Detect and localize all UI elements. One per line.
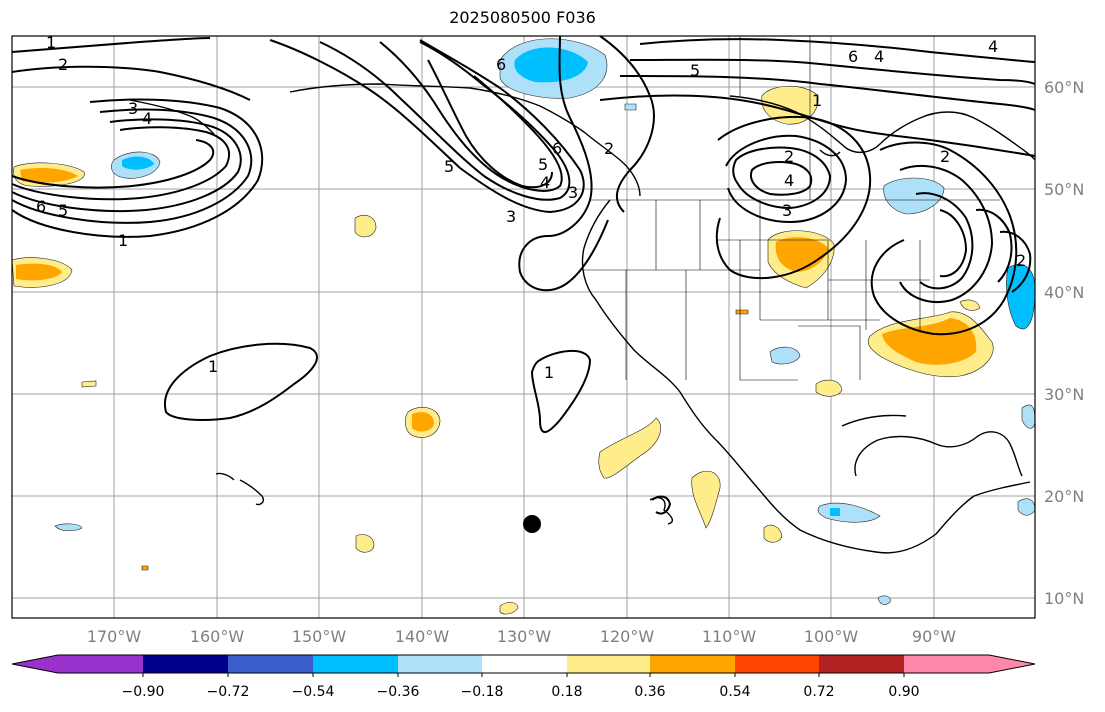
- colorbar-swatch: [735, 655, 819, 673]
- colorbar: −0.90 −0.72 −0.54 −0.36 −0.18 0.18 0.36 …: [11, 654, 1036, 700]
- map-frame: [11, 35, 1036, 619]
- lon-label: 110°W: [702, 627, 757, 646]
- lat-label: 30°N: [1044, 385, 1084, 404]
- latitude-labels: 60°N 50°N 40°N 30°N 20°N 10°N: [1044, 78, 1084, 608]
- colorbar-extend-max: [989, 655, 1035, 673]
- contour-label: 3: [782, 201, 792, 220]
- contour-label: 1: [208, 357, 218, 376]
- contour-label: 5: [58, 201, 68, 220]
- contour-label: 2: [604, 139, 614, 158]
- colorbar-tick-label: −0.54: [292, 684, 335, 700]
- lon-label: 170°W: [87, 627, 142, 646]
- colorbar-tick-label: 0.72: [803, 684, 834, 700]
- longitude-labels: 170°W 160°W 150°W 140°W 130°W 120°W 110°…: [87, 627, 956, 646]
- contour-label: 5: [444, 157, 454, 176]
- contour-label: 4: [540, 173, 550, 192]
- colorbar-outline: [11, 654, 1036, 674]
- colorbar-swatch: [567, 655, 650, 673]
- contour-label: 3: [568, 183, 578, 202]
- colorbar-tick-label: 0.36: [634, 684, 665, 700]
- colorbar-tick-label: −0.18: [461, 684, 504, 700]
- contour-labels: 1 2 3 4 6 5 3 4 6 5 1 6 5 5 3 2 6 2 4 2 …: [36, 33, 1026, 382]
- lon-label: 130°W: [497, 627, 552, 646]
- contour-label: 4: [142, 109, 152, 128]
- contour-label: 6: [552, 139, 562, 158]
- colorbar-swatch: [819, 655, 904, 673]
- colorbar-tick-label: 0.18: [551, 684, 582, 700]
- lat-label: 40°N: [1044, 283, 1084, 302]
- colorbar-swatch: [904, 655, 989, 673]
- contour-label: 6: [36, 197, 46, 216]
- colorbar-swatch: [482, 655, 567, 673]
- contour-label: 1: [118, 231, 128, 250]
- lat-label: 60°N: [1044, 78, 1084, 97]
- colorbar-tick-label: −0.90: [122, 684, 165, 700]
- lon-label: 90°W: [912, 627, 956, 646]
- colorbar-swatch: [398, 655, 482, 673]
- contour-label: 4: [988, 37, 998, 56]
- contour-label: 5: [690, 61, 700, 80]
- colorbar-extend-min: [12, 655, 58, 673]
- lon-label: 160°W: [190, 627, 245, 646]
- contour-label: 3: [128, 99, 138, 118]
- contour-label: 4: [784, 171, 794, 190]
- contour-label: 2: [784, 147, 794, 166]
- lat-label: 10°N: [1044, 589, 1084, 608]
- colorbar-swatch: [143, 655, 228, 673]
- lon-label: 100°W: [804, 627, 859, 646]
- lon-label: 120°W: [600, 627, 655, 646]
- lat-label: 20°N: [1044, 487, 1084, 506]
- colorbar-tick-label: 0.54: [719, 684, 750, 700]
- shading-fields: [11, 38, 1036, 615]
- lon-label: 150°W: [292, 627, 347, 646]
- colorbar-swatch: [228, 655, 313, 673]
- contour-label: 2: [940, 147, 950, 166]
- colorbar-tick-label: 0.90: [888, 684, 919, 700]
- colorbar-swatch: [58, 655, 143, 673]
- contour-label: 1: [812, 91, 822, 110]
- contour-label: 4: [874, 47, 884, 66]
- contour-label: 6: [848, 47, 858, 66]
- colorbar-swatch: [650, 655, 735, 673]
- graticule: [12, 36, 1035, 618]
- colorbar-tick-label: −0.72: [207, 684, 250, 700]
- contour-label: 6: [496, 55, 506, 74]
- colorbar-tick-label: −0.36: [377, 684, 420, 700]
- storm-center-marker: [523, 515, 541, 533]
- contour-label: 1: [46, 33, 56, 52]
- contour-label: 2: [58, 55, 68, 74]
- lat-label: 50°N: [1044, 180, 1084, 199]
- map-title: 2025080500 F036: [449, 8, 596, 27]
- contour-label: 3: [506, 207, 516, 226]
- lon-label: 140°W: [395, 627, 450, 646]
- colorbar-swatch: [313, 655, 398, 673]
- contour-label: 5: [538, 155, 548, 174]
- contour-label: 1: [544, 363, 554, 382]
- contour-label: 2: [1016, 251, 1026, 270]
- contour-lines: [11, 35, 1036, 515]
